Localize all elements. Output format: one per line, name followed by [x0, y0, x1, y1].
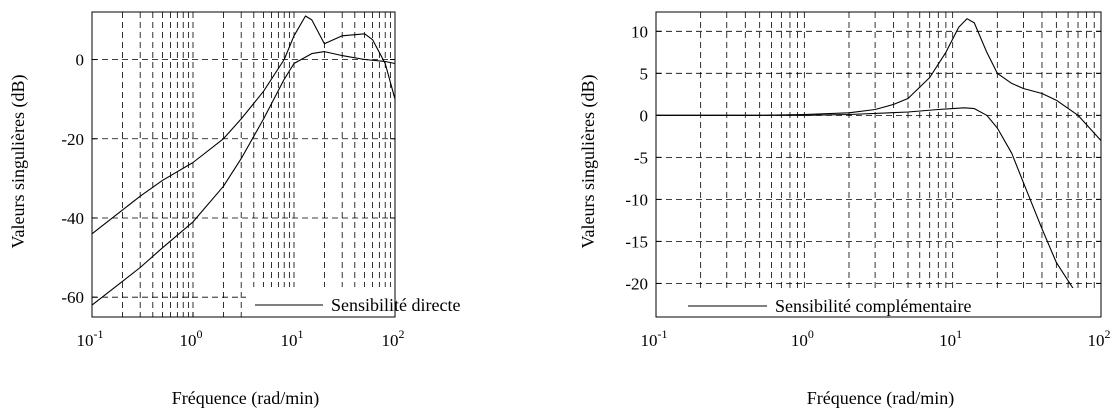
y-tick-label: -20 [625, 274, 648, 293]
legend-box [246, 287, 395, 317]
series-line-2 [91, 51, 396, 306]
x-tick-label: 10-1 [641, 327, 668, 350]
y-tick-label: -5 [634, 148, 648, 167]
legend-label: Sensibilité directe [331, 295, 460, 315]
series-line-1 [656, 18, 1102, 141]
y-tick-label: -60 [61, 288, 84, 307]
chart-panel-1: -60 -40 -20 0 10-1 100 101 102 Sensibilité direc… [8, 11, 460, 409]
x-tick-label: 102 [382, 327, 405, 350]
y-tick-label: 5 [640, 64, 649, 83]
y-tick-label: 10 [631, 22, 648, 41]
x-axis-label: Fréquence (rad/min) [172, 388, 319, 409]
plot-frame [91, 11, 396, 318]
plot-frame [655, 11, 1102, 318]
series-line-1 [91, 15, 396, 235]
y-axis-label: Valeurs singulières (dB) [578, 75, 599, 249]
series-line-2 [656, 107, 1102, 316]
y-tick-label: -15 [625, 232, 648, 251]
legend-label: Sensibilité complémentaire [775, 296, 971, 316]
x-tick-label: 100 [791, 327, 814, 350]
chart-panel-2: -20 -15 -10 -5 0 5 10 10-1 100 101 102 Sensibilité … [578, 11, 1111, 409]
legend-box [680, 288, 1101, 317]
x-tick-label: 101 [281, 327, 304, 350]
x-tick-label: 102 [1088, 327, 1111, 350]
y-tick-label: 0 [640, 106, 649, 125]
y-tick-label: 0 [76, 51, 85, 70]
x-tick-label: 10-1 [77, 327, 104, 350]
y-tick-label: -40 [61, 209, 84, 228]
x-tick-label: 101 [939, 327, 962, 350]
y-axis-label: Valeurs singulières (dB) [8, 75, 29, 249]
x-tick-label: 100 [180, 327, 203, 350]
y-tick-label: -20 [61, 130, 84, 149]
x-axis-label: Fréquence (rad/min) [807, 388, 954, 409]
y-tick-label: -10 [625, 190, 648, 209]
